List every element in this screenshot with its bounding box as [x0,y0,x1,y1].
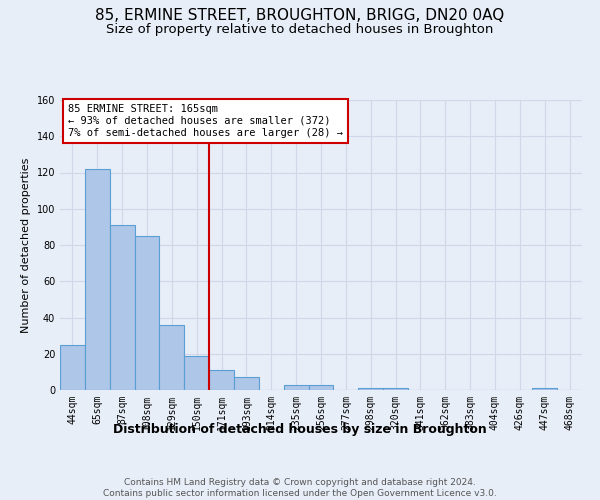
Bar [234,378,259,390]
Bar [532,388,557,390]
Bar [160,325,184,390]
Text: 85, ERMINE STREET, BROUGHTON, BRIGG, DN20 0AQ: 85, ERMINE STREET, BROUGHTON, BRIGG, DN2… [95,8,505,22]
Bar [383,388,408,390]
Bar [85,169,110,390]
Bar [308,384,334,390]
Text: 85 ERMINE STREET: 165sqm
← 93% of detached houses are smaller (372)
7% of semi-d: 85 ERMINE STREET: 165sqm ← 93% of detach… [68,104,343,138]
Bar [284,384,308,390]
Y-axis label: Number of detached properties: Number of detached properties [21,158,31,332]
Bar [134,236,160,390]
Bar [110,225,134,390]
Bar [358,388,383,390]
Bar [60,344,85,390]
Text: Contains HM Land Registry data © Crown copyright and database right 2024.
Contai: Contains HM Land Registry data © Crown c… [103,478,497,498]
Text: Size of property relative to detached houses in Broughton: Size of property relative to detached ho… [106,22,494,36]
Bar [209,370,234,390]
Bar [184,356,209,390]
Text: Distribution of detached houses by size in Broughton: Distribution of detached houses by size … [113,422,487,436]
